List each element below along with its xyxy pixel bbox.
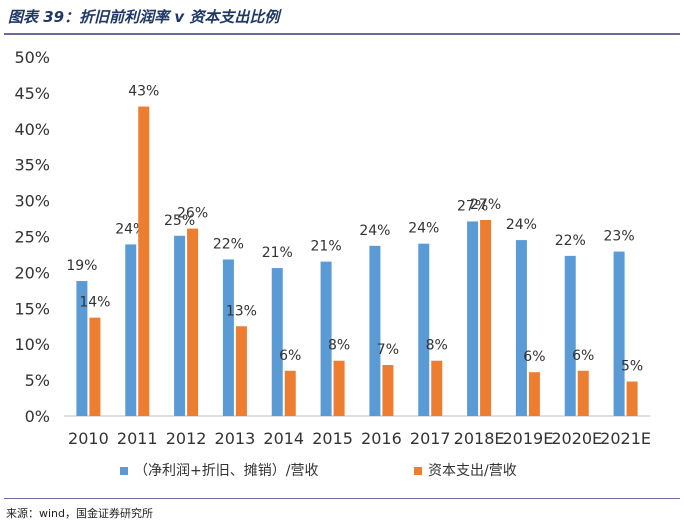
data-label-capex-ratio: 8% bbox=[426, 338, 448, 354]
data-label-capex-ratio: 26% bbox=[177, 206, 208, 222]
x-tick-label: 2018E bbox=[454, 429, 505, 448]
bar-profit-margin bbox=[125, 244, 137, 416]
data-label-profit-margin: 23% bbox=[604, 229, 635, 245]
x-tick-label: 2014 bbox=[263, 429, 304, 448]
chart-title: 图表 39：折旧前利润率 v 资本支出比例 bbox=[8, 8, 280, 26]
bar-profit-margin bbox=[320, 261, 332, 416]
source-note: 来源：wind，国金证券研究所 bbox=[6, 507, 154, 520]
data-label-capex-ratio: 13% bbox=[226, 303, 257, 319]
x-tick-label: 2021E bbox=[600, 429, 651, 448]
x-tick-label: 2012 bbox=[166, 429, 207, 448]
bar-capex-ratio bbox=[138, 106, 150, 417]
bar-profit-margin bbox=[222, 259, 234, 416]
data-label-profit-margin: 22% bbox=[555, 233, 586, 249]
bar-capex-ratio bbox=[626, 381, 638, 416]
data-label-capex-ratio: 14% bbox=[79, 295, 110, 311]
x-tick-label: 2011 bbox=[117, 429, 158, 448]
bar-capex-ratio bbox=[480, 219, 492, 416]
bar-capex-ratio bbox=[528, 372, 540, 416]
data-label-profit-margin: 27% bbox=[457, 198, 488, 214]
title-divider bbox=[4, 33, 680, 35]
x-tick-label: 2016 bbox=[361, 429, 402, 448]
y-tick-label: 35% bbox=[14, 156, 50, 175]
bar-profit-margin bbox=[613, 251, 625, 416]
data-label-profit-margin: 21% bbox=[311, 239, 342, 255]
data-label-capex-ratio: 6% bbox=[572, 348, 594, 364]
data-label-capex-ratio: 7% bbox=[377, 342, 399, 358]
bar-capex-ratio bbox=[187, 228, 199, 416]
source-divider bbox=[4, 498, 680, 499]
data-label-capex-ratio: 6% bbox=[523, 349, 545, 365]
bar-profit-margin bbox=[515, 240, 527, 416]
bar-capex-ratio bbox=[284, 370, 296, 416]
y-tick-label: 25% bbox=[14, 228, 50, 247]
y-tick-label: 0% bbox=[25, 407, 50, 426]
bar-profit-margin bbox=[76, 281, 88, 416]
y-tick-label: 15% bbox=[14, 299, 50, 318]
data-label-profit-margin: 24% bbox=[408, 221, 439, 237]
y-tick-label: 30% bbox=[14, 192, 50, 211]
data-label-profit-margin: 24% bbox=[506, 217, 537, 233]
data-label-profit-margin: 19% bbox=[66, 258, 97, 274]
data-label-capex-ratio: 43% bbox=[128, 84, 159, 100]
bar-capex-ratio bbox=[333, 360, 345, 416]
data-label-profit-margin: 25% bbox=[164, 213, 195, 229]
y-tick-label: 45% bbox=[14, 84, 50, 103]
data-label-capex-ratio: 5% bbox=[621, 359, 643, 375]
y-tick-label: 10% bbox=[14, 335, 50, 354]
data-label-capex-ratio: 6% bbox=[279, 348, 301, 364]
bar-profit-margin bbox=[271, 268, 283, 416]
x-tick-label: 2010 bbox=[68, 429, 109, 448]
x-tick-label: 2017 bbox=[410, 429, 451, 448]
bar-profit-margin bbox=[369, 245, 381, 416]
bar-profit-margin bbox=[564, 255, 576, 416]
bar-chart: 0% 5% 10% 15% 20% 25% 30% 35% 40% 45% 50% 2010 19% 14… bbox=[14, 48, 651, 479]
x-tick-label: 2015 bbox=[312, 429, 353, 448]
bar-profit-margin bbox=[467, 221, 479, 416]
x-tick-label: 2013 bbox=[215, 429, 256, 448]
y-tick-label: 5% bbox=[25, 371, 50, 390]
bar-capex-ratio bbox=[235, 326, 247, 416]
legend-swatch-profit-margin bbox=[120, 467, 128, 475]
y-tick-label: 20% bbox=[14, 263, 50, 282]
legend-swatch-capex-ratio bbox=[414, 467, 422, 475]
bar-capex-ratio bbox=[382, 365, 394, 416]
bar-capex-ratio bbox=[431, 360, 443, 416]
bar-profit-margin bbox=[418, 243, 430, 416]
x-tick-label: 2019E bbox=[503, 429, 554, 448]
y-tick-label: 40% bbox=[14, 120, 50, 139]
data-label-profit-margin: 22% bbox=[213, 236, 244, 252]
legend-label-capex-ratio: 资本支出/营收 bbox=[428, 463, 517, 479]
bar-capex-ratio bbox=[89, 317, 101, 416]
legend-label-profit-margin: （净利润+折旧、摊销）/营收 bbox=[134, 463, 318, 479]
data-label-capex-ratio: 27% bbox=[470, 197, 501, 213]
data-label-capex-ratio: 8% bbox=[328, 338, 350, 354]
y-tick-label: 50% bbox=[14, 48, 50, 67]
data-label-profit-margin: 21% bbox=[262, 245, 293, 261]
data-label-profit-margin: 24% bbox=[359, 223, 390, 239]
bar-capex-ratio bbox=[577, 370, 589, 416]
x-tick-label: 2020E bbox=[551, 429, 602, 448]
bar-profit-margin bbox=[174, 235, 186, 416]
